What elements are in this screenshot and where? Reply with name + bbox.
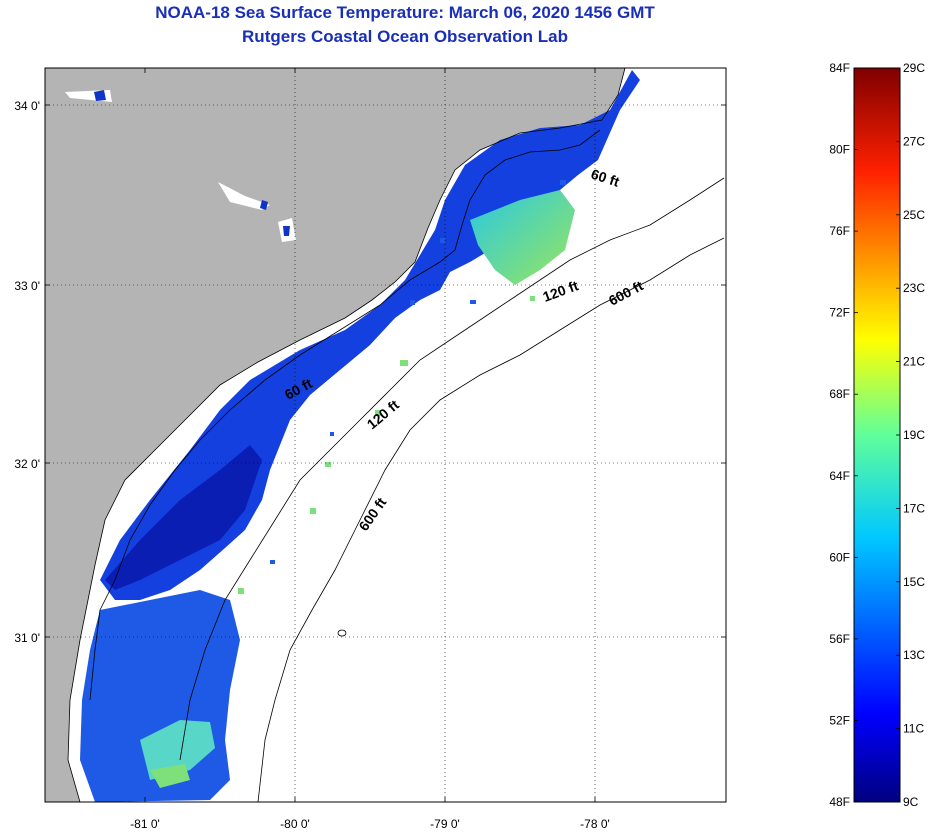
colorbar-fahrenheit-label: 84F	[829, 61, 850, 75]
colorbar-celsius-label: 19C	[903, 428, 925, 442]
inland-water	[65, 90, 296, 242]
longitude-axis: -81 0' -80 0' -79 0' -78 0'	[130, 817, 610, 831]
land-mass	[45, 68, 625, 802]
colorbar-celsius-label: 25C	[903, 208, 925, 222]
colorbar-fahrenheit-label: 48F	[829, 795, 850, 809]
isobath-600ft	[257, 237, 725, 802]
map-subtitle: Rutgers Coastal Ocean Observation Lab	[242, 27, 568, 46]
colorbar-celsius-label: 17C	[903, 501, 925, 515]
lat-tick-label: 34 0'	[14, 99, 40, 113]
colorbar-celsius-label: 15C	[903, 575, 925, 589]
colorbar-celsius-label: 13C	[903, 648, 925, 662]
colorbar-fahrenheit-label: 60F	[829, 550, 850, 564]
graticule	[45, 68, 726, 802]
isobath-60ft	[89, 129, 601, 701]
latitude-axis: 34 0' 33 0' 32 0' 31 0'	[14, 99, 40, 645]
colorbar-celsius-label: 21C	[903, 355, 925, 369]
sst-deep-cold	[105, 445, 262, 590]
colorbar-celsius-label: 23C	[903, 281, 925, 295]
colorbar-celsius-label: 11C	[903, 722, 924, 736]
lat-tick-label: 31 0'	[14, 631, 40, 645]
colorbar-fahrenheit-label: 76F	[829, 224, 850, 238]
colorbar-celsius-label: 27C	[903, 134, 925, 148]
colorbar-fahrenheit-label: 56F	[829, 632, 850, 646]
lon-tick-label: -79 0'	[430, 817, 460, 831]
lon-tick-label: -81 0'	[130, 817, 160, 831]
colorbar-fahrenheit-label: 68F	[829, 387, 850, 401]
map-frame	[44, 67, 727, 803]
lat-tick-label: 33 0'	[14, 279, 40, 293]
lat-tick-label: 32 0'	[14, 457, 40, 471]
lon-tick-label: -80 0'	[280, 817, 310, 831]
isobath-120ft	[179, 177, 725, 761]
sst-warm-patch	[470, 190, 575, 285]
map-title: NOAA-18 Sea Surface Temperature: March 0…	[155, 3, 655, 22]
colorbar-celsius-label: 9C	[903, 795, 919, 809]
colorbar-ramp	[853, 67, 901, 803]
colorbar: 84F 80F 76F 72F 68F 64F 60F 56F 52F 48F 29C 27C 25C…	[829, 61, 925, 809]
lon-tick-label: -78 0'	[580, 817, 610, 831]
colorbar-fahrenheit-label: 80F	[829, 143, 850, 157]
map-plot-area	[45, 68, 726, 802]
colorbar-fahrenheit-label: 52F	[829, 713, 850, 727]
colorbar-celsius-label: 29C	[903, 61, 925, 75]
colorbar-fahrenheit-label: 72F	[829, 306, 850, 320]
colorbar-fahrenheit-label: 64F	[829, 469, 850, 483]
